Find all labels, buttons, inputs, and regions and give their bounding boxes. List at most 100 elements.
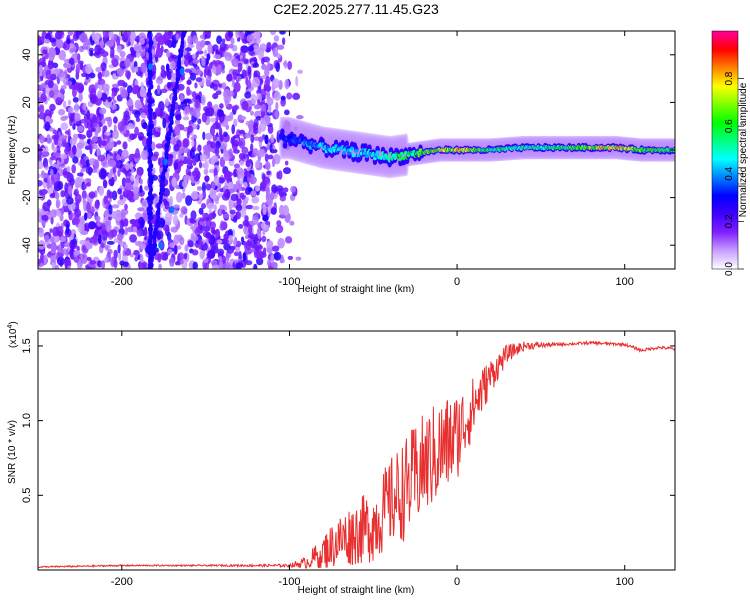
heatmap-cell: [229, 111, 234, 119]
heatmap-cell: [206, 31, 211, 39]
heatmap-cell: [194, 226, 201, 237]
heatmap-cell: [92, 114, 98, 124]
snr-x-axis-label: Height of straight line (km): [298, 585, 415, 596]
heatmap-cell: [270, 261, 278, 268]
heatmap-cell: [212, 93, 219, 100]
heatmap-cell: [219, 134, 224, 142]
heatmap-cell: [133, 43, 142, 52]
heatmap-cell: [216, 35, 223, 45]
heatmap-cell: [231, 229, 236, 238]
heatmap-cell: [126, 226, 134, 233]
heatmap-cell: [116, 45, 122, 53]
heatmap-cell: [76, 245, 80, 252]
colorbar: 0.0 0.2 0.4 0.6 0.8 Normalized spectral ampl…: [711, 30, 749, 276]
heatmap-cell: [67, 265, 71, 269]
heatmap-cell: [199, 34, 206, 40]
heatmap-cell: [52, 129, 58, 135]
heatmap-cell: [223, 261, 231, 269]
heatmap-cell: [135, 50, 141, 59]
heatmap-cell: [261, 63, 267, 71]
heatmap-cell: [86, 256, 92, 262]
heatmap-cell: [270, 134, 275, 143]
heatmap-cell: [265, 186, 271, 197]
heatmap-cell: [76, 172, 84, 177]
heatmap-cell: [122, 149, 129, 158]
heatmap-cell: [264, 153, 269, 163]
heatmap-band-core: [403, 150, 408, 155]
heatmap-cell: [213, 175, 220, 186]
heatmap-band-halo: [388, 135, 394, 179]
heatmap-cell: [242, 252, 247, 261]
heatmap-cell: [246, 79, 252, 89]
heatmap-cell: [102, 179, 108, 189]
heatmap-cell: [46, 181, 53, 189]
heatmap-band-halo: [387, 135, 393, 179]
heatmap-cell: [295, 75, 299, 87]
heatmap-cell: [244, 215, 249, 223]
heatmap-cell: [245, 204, 254, 210]
heatmap-cell: [116, 68, 124, 77]
heatmap-band-halo: [349, 130, 355, 174]
heatmap-streak-cell: [146, 91, 152, 98]
heatmap-cell: [275, 62, 281, 73]
heatmap-band-core: [342, 151, 346, 156]
heatmap-cell: [239, 192, 245, 199]
heatmap-cell: [75, 31, 80, 39]
heatmap-cell: [207, 101, 213, 108]
heatmap-cell: [179, 213, 184, 218]
heatmap-cell: [209, 117, 217, 123]
heatmap-cell: [249, 110, 255, 116]
heatmap-streak-spot: [163, 158, 168, 166]
heatmap-cell: [88, 191, 96, 199]
heatmap-cell: [71, 144, 77, 155]
heatmap-y-tick-label: 0: [21, 147, 33, 153]
heatmap-cell: [82, 167, 86, 173]
heatmap-cell: [261, 57, 265, 65]
heatmap-cell: [117, 244, 121, 254]
heatmap-cell: [262, 203, 267, 215]
heatmap-cell: [64, 130, 70, 135]
heatmap-cell: [67, 99, 72, 106]
heatmap-cell: [240, 236, 245, 243]
heatmap-cell: [232, 169, 237, 178]
heatmap-cell: [181, 180, 188, 189]
heatmap-cell: [138, 242, 146, 250]
heatmap-cell: [237, 173, 241, 181]
heatmap-cell: [74, 193, 82, 204]
heatmap-cell: [277, 237, 285, 249]
heatmap-cell: [85, 166, 93, 175]
heatmap-cell: [76, 142, 85, 149]
heatmap-cell: [101, 92, 107, 103]
heatmap-cell: [261, 235, 267, 243]
heatmap-cell: [119, 219, 125, 230]
heatmap-y-tick-label: 20: [21, 96, 33, 108]
heatmap-cell: [133, 249, 140, 256]
heatmap-cell: [182, 138, 189, 149]
heatmap-cell: [239, 208, 247, 218]
heatmap-cell: [192, 170, 198, 177]
heatmap-cell: [232, 238, 237, 246]
heatmap-cell: [253, 122, 259, 131]
heatmap-cell: [160, 88, 168, 94]
heatmap-cell: [267, 154, 274, 160]
heatmap-cell: [275, 185, 284, 192]
heatmap-band-halo: [379, 134, 385, 178]
heatmap-cell: [38, 105, 45, 114]
heatmap-cell: [207, 249, 216, 259]
heatmap-cell: [190, 232, 195, 241]
heatmap-cell: [236, 210, 242, 220]
heatmap-cell: [45, 69, 52, 80]
heatmap-cell: [117, 79, 126, 87]
heatmap-cell: [136, 35, 140, 44]
heatmap-cell: [109, 129, 114, 139]
heatmap-cell: [175, 114, 182, 121]
heatmap-cell: [213, 54, 221, 59]
heatmap-cell: [233, 251, 239, 257]
heatmap-cell: [133, 152, 140, 159]
heatmap-cell: [273, 91, 281, 102]
heatmap-streak-cell: [147, 79, 153, 86]
heatmap-cell: [96, 90, 103, 99]
heatmap-band-core: [347, 151, 352, 156]
heatmap-cell: [257, 148, 266, 158]
